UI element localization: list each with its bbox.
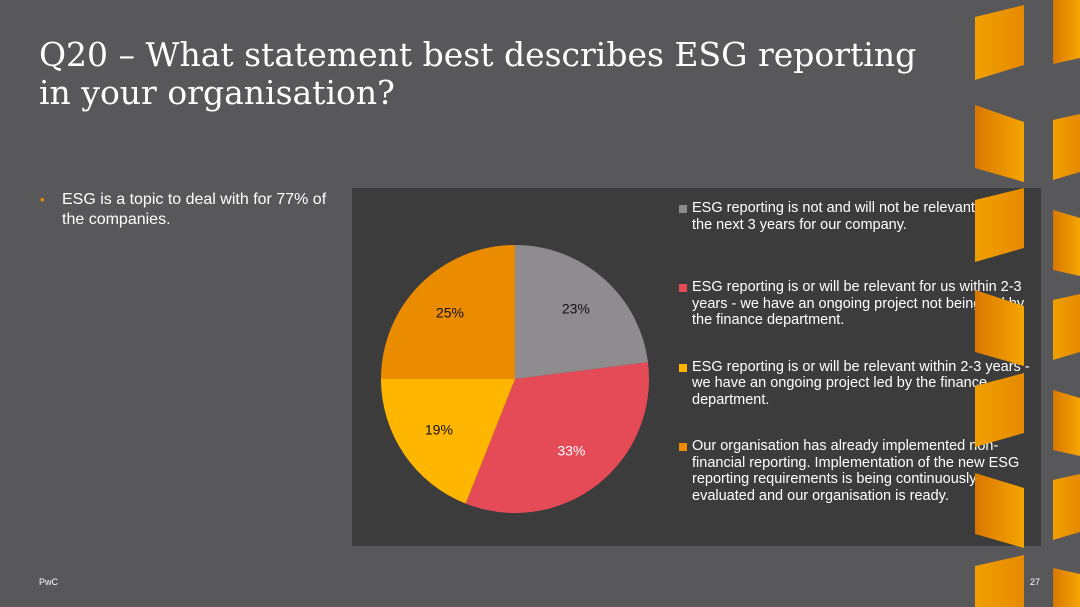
pie-slice [381, 245, 515, 379]
footer-brand: PwC [39, 577, 59, 587]
decorative-chevron-pattern [975, 0, 1080, 607]
pie-slice [465, 362, 649, 513]
bullet-item: • ESG is a topic to deal with for 77% of… [38, 190, 328, 230]
pie-slice-label: 25% [436, 305, 464, 321]
chart-panel: 23% 33% 19% 25% ESG reporting is not and wi… [352, 188, 1041, 546]
legend-item: ESG reporting is not and will not be rel… [679, 200, 1034, 233]
legend-swatch [679, 284, 687, 292]
legend-label: ESG reporting is or will be relevant wit… [692, 358, 1030, 408]
chevron-column-left [975, 5, 1024, 607]
pie-chart: 23% 33% 19% 25% [381, 245, 649, 513]
bullet-text: ESG is a topic to deal with for 77% of t… [62, 191, 327, 228]
pie-slice [515, 245, 648, 379]
legend-swatch [679, 205, 687, 213]
chart-legend: ESG reporting is not and will not be rel… [679, 200, 1034, 504]
legend-item: ESG reporting is or will be relevant wit… [679, 359, 1034, 409]
slide-title-line-2: in your organisation? [39, 73, 395, 112]
legend-swatch [679, 443, 687, 451]
pie-slice-label: 19% [425, 421, 453, 437]
legend-item: Our organisation has already implemented… [679, 438, 1034, 504]
slide-title: Q20 – What statement best describes ESG … [39, 36, 919, 112]
page-number: 27 [1030, 577, 1041, 587]
legend-label: Our organisation has already implemented… [692, 438, 1020, 504]
legend-swatch [679, 363, 687, 372]
chevron-column-right [1053, 0, 1080, 607]
legend-label: ESG reporting is not and will not be rel… [692, 200, 1017, 233]
slide-title-line-1: Q20 – What statement best describes ESG … [39, 35, 917, 74]
pie-slice-label: 23% [562, 301, 590, 317]
pie-slice-label: 33% [557, 442, 585, 458]
bullet-list: • ESG is a topic to deal with for 77% of… [38, 190, 328, 230]
legend-item: ESG reporting is or will be relevant for… [679, 279, 1034, 329]
legend-label: ESG reporting is or will be relevant for… [692, 279, 1025, 328]
bullet-dot-icon: • [40, 192, 45, 207]
pie-slice [381, 379, 515, 504]
